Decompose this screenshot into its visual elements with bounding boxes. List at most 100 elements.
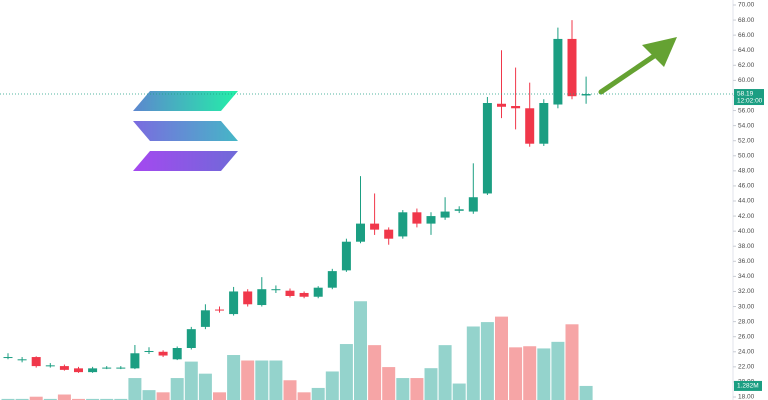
candle-body [186, 329, 196, 348]
candle-body [59, 366, 69, 370]
y-tick-label: 68.00 [738, 17, 755, 24]
volume-bar [72, 398, 85, 400]
candle-body [440, 211, 450, 218]
y-tick-label: 64.00 [738, 47, 755, 54]
candle-body [200, 310, 210, 327]
candle-body [511, 106, 521, 109]
volume-bar [565, 324, 579, 400]
candle-body [17, 359, 27, 361]
volume-bar [537, 348, 551, 400]
volume-label: 1.282M [737, 383, 759, 390]
volume-bar [142, 390, 156, 400]
candle-body [285, 290, 295, 296]
y-tick-label: 36.00 [738, 258, 755, 265]
candle-body [74, 368, 83, 373]
volume-bar [551, 341, 565, 400]
candle-body [313, 287, 323, 297]
y-tick-label: 34.00 [738, 273, 755, 280]
candle-body [172, 348, 182, 360]
volume-bar [213, 392, 226, 400]
candle-body [525, 108, 535, 144]
volume-bar [57, 394, 71, 400]
volume-bar [15, 398, 29, 400]
candle-body [412, 212, 422, 224]
candle-body [581, 94, 591, 96]
candle-body [229, 291, 239, 315]
volume-bar [1, 398, 15, 400]
volume-bar [128, 378, 142, 400]
volume-bar [43, 398, 57, 400]
volume-bar [480, 322, 494, 400]
volume-bar [509, 347, 523, 400]
volume-bar [184, 361, 198, 400]
volume-bar [396, 378, 410, 400]
candle-body [3, 357, 13, 359]
arrow [598, 37, 677, 95]
y-tick-label: 50.00 [738, 152, 755, 159]
volume-bar [495, 316, 508, 400]
y-tick-label: 48.00 [738, 168, 755, 175]
volume-bar [156, 392, 170, 400]
y-tick-label: 18.00 [738, 394, 755, 400]
volume-bar [523, 346, 537, 400]
logo-bar [133, 121, 238, 141]
volume-bar [339, 344, 353, 400]
volume-tag [734, 380, 762, 391]
countdown-label: 12:02:00 [737, 98, 763, 105]
candle-body [130, 353, 140, 369]
candle-body [384, 229, 394, 239]
candle-body [482, 103, 492, 194]
arrow-head [642, 37, 677, 67]
volume-bar [438, 345, 452, 400]
candle-body [327, 271, 337, 288]
y-tick-label: 26.00 [738, 333, 755, 340]
candle-body [356, 223, 365, 242]
logo [133, 91, 238, 171]
y-tick-label: 62.00 [738, 62, 755, 69]
volume-bar [382, 367, 396, 400]
volume-bar [29, 396, 43, 400]
candle-body [398, 212, 408, 237]
candle-body [45, 365, 55, 367]
volume-bar [86, 398, 100, 400]
volume-bar [283, 380, 297, 400]
candle-body [468, 197, 478, 212]
candle-body [243, 291, 253, 305]
logo-bar [133, 91, 238, 111]
y-tick-label: 38.00 [738, 243, 755, 250]
volume-bar [114, 398, 128, 400]
y-tick-label: 28.00 [738, 318, 755, 325]
candle-body [426, 216, 436, 224]
volume-bar [354, 301, 367, 400]
volume-bar [311, 387, 325, 400]
y-tick-label: 46.00 [738, 183, 755, 190]
candle-body [497, 103, 506, 107]
candle-body [144, 351, 154, 353]
candle-body [299, 292, 309, 297]
y-tick-label: 24.00 [738, 348, 755, 355]
volume-bar [255, 360, 269, 400]
y-tick-label: 44.00 [738, 198, 755, 205]
y-tick-label: 30.00 [738, 303, 755, 310]
y-tick-label: 70.00 [738, 2, 755, 9]
candle-body [31, 357, 41, 367]
y-tick-label: 32.00 [738, 288, 755, 295]
candle-body [370, 223, 380, 230]
last-price-label: 58.19 [737, 91, 754, 98]
volume-bar [368, 345, 382, 400]
candle-body [158, 351, 168, 356]
volume-bar [579, 385, 593, 400]
y-tick-label: 42.00 [738, 213, 755, 220]
volume-bar [424, 368, 438, 400]
candle-body [454, 209, 464, 211]
last-price-tag [734, 89, 764, 106]
volume-bar [198, 373, 212, 400]
y-tick-label: 22.00 [738, 364, 755, 371]
arrow-shaft [598, 49, 663, 95]
volume-bar [452, 383, 466, 400]
y-tick-label: 40.00 [738, 228, 755, 235]
volume-bar [241, 360, 255, 400]
y-tick-label: 60.00 [738, 77, 755, 84]
candle-body [102, 367, 112, 369]
y-tick-label: 56.00 [738, 107, 755, 114]
